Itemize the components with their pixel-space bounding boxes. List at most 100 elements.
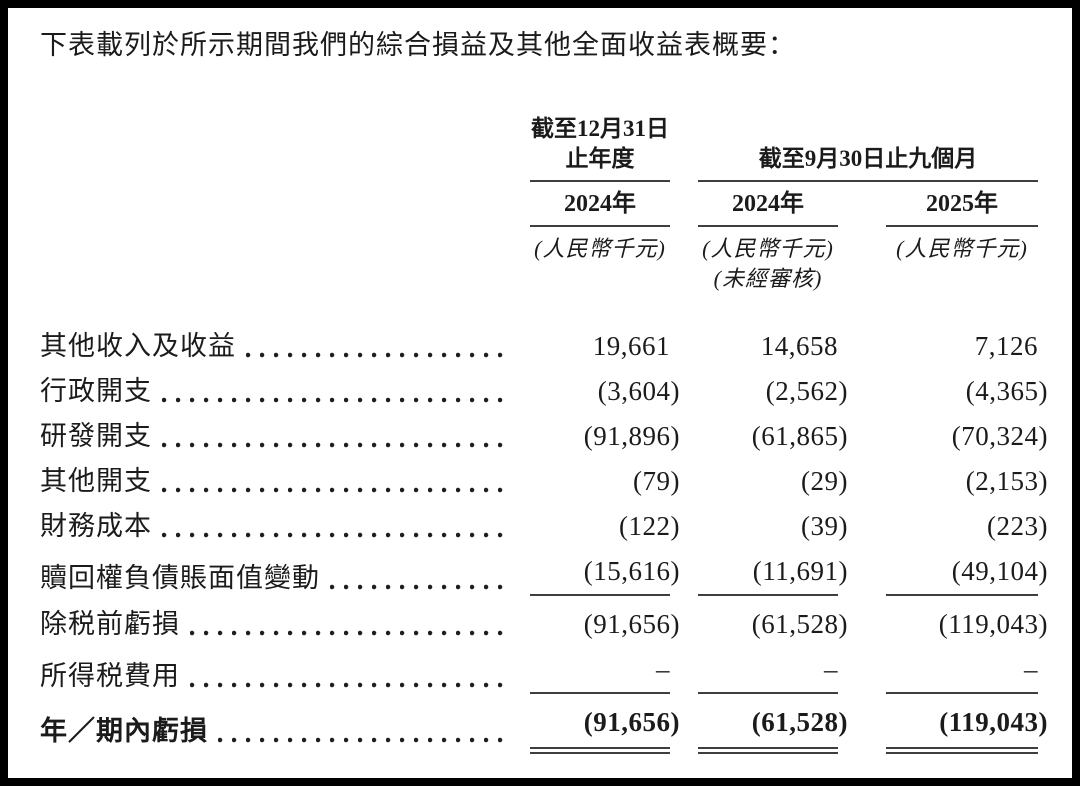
dot-leader: [190, 630, 508, 636]
value-9m2025: 7,126: [974, 331, 1039, 361]
row-label: 贖回權負債賬面值變動: [40, 563, 320, 593]
column-spacer: [670, 226, 698, 294]
value-9m2025: (223): [987, 511, 1049, 541]
table-row: 其他開支 (79) (29) (2,153): [40, 453, 1049, 498]
value-9m2024: (61,528): [751, 609, 848, 639]
value-fy2024: (122): [619, 511, 680, 541]
row-label-cell: 其他開支: [40, 453, 512, 498]
column-spacer: [512, 294, 530, 363]
column-spacer: [512, 108, 530, 181]
header-line: 止年度: [565, 146, 635, 171]
table-row: 行政開支 (3,604) (2,562) (4,365): [40, 363, 1049, 408]
row-label: 年／期內虧損: [40, 716, 208, 746]
column-spacer: [838, 294, 886, 363]
row-label: 其他開支: [40, 466, 152, 496]
dot-leader: [218, 737, 508, 743]
column-spacer: [670, 181, 698, 226]
unit-label-fy2024: (人民幣千元): [534, 236, 666, 261]
table-row: 年／期內虧損 (91,656) (61,528) (119,043): [40, 693, 1048, 753]
table-row: 其他收入及收益 19,661 14,658 7,126: [40, 294, 1038, 363]
value-9m2024: (2,562): [765, 376, 848, 406]
table-row: 所得税費用 – – –: [40, 641, 1039, 694]
column-spacer: [512, 543, 530, 595]
value-fy2024: (91,656): [583, 609, 680, 639]
intro-text: 下表載列於所示期間我們的綜合損益及其他全面收益表概要：: [40, 30, 796, 60]
value-9m2024: (11,691): [698, 543, 847, 596]
column-spacer: [838, 226, 886, 294]
header-units-row: (人民幣千元) (人民幣千元) (未經審核) (人民幣千元): [40, 226, 1038, 294]
dot-leader: [190, 682, 508, 688]
dot-leader: [246, 352, 508, 358]
value-fy2024: (15,616): [530, 543, 679, 596]
dot-leader: [330, 584, 508, 590]
header-line: 截至12月31日: [531, 116, 669, 141]
column-spacer: [512, 453, 530, 498]
value-9m2025: (49,104): [886, 543, 1048, 596]
value-9m2024: (61,528): [698, 693, 847, 753]
income-statement-summary-table: 截至12月31日 止年度 截至9月30日止九個月 2024年 2024年 202…: [40, 108, 1049, 753]
value-fy2024: –: [530, 641, 670, 694]
value-9m2025: (70,324): [951, 421, 1049, 451]
unaudited-note: (未經審核): [713, 266, 823, 291]
row-label: 所得税費用: [40, 661, 180, 691]
value-9m2024: (29): [801, 466, 848, 496]
header-nine-months-ended-sep30: 截至9月30日止九個月: [698, 108, 1039, 182]
value-9m2024: (61,865): [751, 421, 848, 451]
value-9m2025: (2,153): [965, 466, 1049, 496]
column-spacer: [512, 498, 530, 543]
value-fy2024: (91,896): [583, 421, 680, 451]
row-label-cell: 除税前虧損: [40, 595, 512, 641]
table-row: 除税前虧損 (91,656) (61,528) (119,043): [40, 595, 1049, 641]
value-fy2024: 19,661: [592, 331, 670, 361]
header-year-9m2025: 2025年: [886, 181, 1039, 227]
unit-label: (人民幣千元): [702, 236, 834, 261]
row-label: 財務成本: [40, 511, 152, 541]
header-spacer: [40, 181, 512, 226]
dot-leader: [162, 487, 508, 493]
header-years-row: 2024年 2024年 2025年: [40, 181, 1039, 227]
value-fy2024: (79): [633, 466, 680, 496]
row-label: 研發開支: [40, 421, 152, 451]
row-label-cell: 研發開支: [40, 408, 512, 453]
dot-leader: [162, 532, 508, 538]
value-9m2025: (119,043): [886, 693, 1048, 753]
value-9m2025: (119,043): [938, 609, 1049, 639]
row-label: 其他收入及收益: [40, 331, 236, 361]
column-spacer: [670, 641, 698, 693]
column-spacer: [670, 294, 698, 363]
row-label-cell: 財務成本: [40, 498, 512, 543]
unit-label-9m2025: (人民幣千元): [896, 236, 1028, 261]
column-spacer: [838, 641, 886, 693]
column-spacer: [512, 693, 530, 748]
header-year-9m2024: 2024年: [698, 181, 838, 227]
header-group-row: 截至12月31日 止年度 截至9月30日止九個月: [40, 108, 1039, 182]
dot-leader: [162, 442, 508, 448]
row-label-cell: 行政開支: [40, 363, 512, 408]
header-spacer: [40, 108, 512, 181]
value-9m2024: 14,658: [760, 331, 838, 361]
column-spacer: [512, 363, 530, 408]
row-label-cell: 贖回權負債賬面值變動: [40, 543, 512, 595]
column-spacer: [512, 226, 530, 294]
column-spacer: [512, 595, 530, 641]
value-9m2024: –: [698, 641, 838, 694]
row-label-cell: 所得税費用: [40, 641, 512, 693]
header-spacer: [40, 226, 512, 294]
header-year-ended-dec31: 截至12月31日 止年度: [530, 108, 670, 182]
column-spacer: [670, 108, 698, 181]
column-spacer: [512, 641, 530, 693]
column-spacer: [838, 181, 886, 226]
value-9m2025: –: [886, 641, 1039, 694]
row-label: 行政開支: [40, 376, 152, 406]
value-9m2024: (39): [801, 511, 848, 541]
table-row: 贖回權負債賬面值變動 (15,616) (11,691) (49,104): [40, 543, 1048, 596]
header-year-fy2024: 2024年: [530, 181, 670, 227]
column-spacer: [512, 181, 530, 226]
value-9m2025: (4,365): [965, 376, 1049, 406]
table-row: 財務成本 (122) (39) (223): [40, 498, 1049, 543]
row-label-cell: 年／期內虧損: [40, 693, 512, 748]
value-fy2024: (91,656): [530, 693, 679, 753]
unit-label-9m2024: (人民幣千元) (未經審核): [698, 226, 838, 294]
column-spacer: [512, 408, 530, 453]
